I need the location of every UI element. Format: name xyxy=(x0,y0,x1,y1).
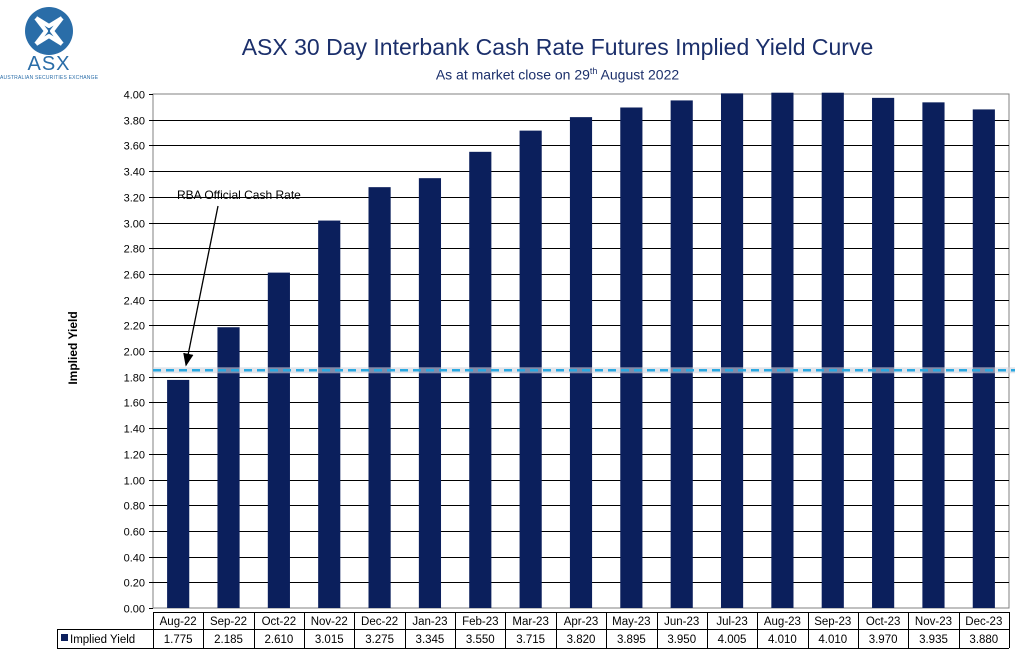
bar xyxy=(922,102,945,608)
bar xyxy=(771,92,794,609)
asx-logo-icon xyxy=(25,7,73,55)
data-label: 4.010 xyxy=(818,634,847,646)
bar xyxy=(620,107,643,609)
x-tick-label: Aug-23 xyxy=(764,616,801,628)
x-tick-label: May-23 xyxy=(612,616,650,628)
subtitle-post: August 2022 xyxy=(597,66,680,83)
data-label: 2.610 xyxy=(264,634,293,646)
bar xyxy=(821,92,844,609)
x-tick-label: Apr-23 xyxy=(564,616,599,628)
x-tick-label: Dec-23 xyxy=(965,616,1002,628)
data-label: 2.185 xyxy=(214,634,243,646)
data-label: 3.895 xyxy=(617,634,646,646)
bar xyxy=(267,272,290,608)
legend-swatch xyxy=(61,634,68,641)
x-tick-label: Dec-22 xyxy=(361,616,398,628)
legend-label: Implied Yield xyxy=(70,634,135,646)
x-tick-label: Jul-23 xyxy=(716,616,747,628)
logo-text: ASX xyxy=(27,53,71,75)
bar xyxy=(569,117,593,608)
bar xyxy=(670,100,693,609)
x-tick-label: Jan-23 xyxy=(412,616,447,628)
y-tick-label: 0.40 xyxy=(124,553,145,565)
y-tick-label: 1.00 xyxy=(124,476,145,488)
x-tick-label: Jun-23 xyxy=(664,616,699,628)
bar xyxy=(872,97,895,608)
data-label: 3.935 xyxy=(919,634,948,646)
annotation-arrow xyxy=(183,205,219,367)
x-tick-label: Nov-23 xyxy=(915,616,952,628)
y-tick-label: 3.00 xyxy=(124,219,145,231)
x-tick-label: Sep-23 xyxy=(814,616,851,628)
x-tick-label: Nov-22 xyxy=(311,616,348,628)
data-label: 4.005 xyxy=(718,634,747,646)
y-tick-label: 3.80 xyxy=(124,116,145,128)
subtitle-pre: As at market close on 29 xyxy=(435,66,590,83)
data-label: 4.010 xyxy=(768,634,797,646)
data-label: 3.015 xyxy=(315,634,344,646)
x-tick-label: Oct-23 xyxy=(866,616,901,628)
x-tick-label: Sep-22 xyxy=(210,616,247,628)
bar xyxy=(720,93,744,609)
x-tick-label: Feb-23 xyxy=(462,616,498,628)
y-tick-label: 0.20 xyxy=(124,578,145,590)
y-tick-label: 2.40 xyxy=(124,296,145,308)
bar xyxy=(469,151,492,608)
y-tick-label: 1.20 xyxy=(124,450,145,462)
bar xyxy=(418,178,442,609)
chart-title: ASX 30 Day Interbank Cash Rate Futures I… xyxy=(241,34,874,60)
y-tick-label: 2.00 xyxy=(124,347,145,359)
asx-logo: ASX AUSTRALIAN SECURITIES EXCHANGE xyxy=(0,6,98,81)
data-label: 3.275 xyxy=(365,634,394,646)
reference-line-annotation: RBA Official Cash Rate xyxy=(177,188,301,202)
bar xyxy=(318,220,341,608)
chart-subtitle: As at market close on 29th August 2022 xyxy=(100,66,1015,83)
logo-subtext: AUSTRALIAN SECURITIES EXCHANGE xyxy=(0,75,99,81)
bar xyxy=(972,109,995,609)
x-tick-label: Aug-22 xyxy=(160,616,197,628)
bar xyxy=(217,327,240,608)
data-label: 3.715 xyxy=(516,634,545,646)
x-tick-label: Mar-23 xyxy=(512,616,548,628)
y-tick-label: 3.20 xyxy=(124,193,145,205)
data-label: 3.880 xyxy=(969,634,998,646)
y-tick-label: 3.60 xyxy=(124,141,145,153)
y-tick-label: 0.00 xyxy=(124,604,145,616)
data-label: 3.345 xyxy=(416,634,445,646)
data-label: 3.950 xyxy=(667,634,696,646)
y-tick-label: 2.60 xyxy=(124,270,145,282)
y-tick-label: 1.60 xyxy=(124,398,145,410)
data-label: 3.550 xyxy=(466,634,495,646)
subtitle-sup: th xyxy=(589,66,598,76)
data-label: 3.970 xyxy=(869,634,898,646)
y-tick-label: 2.20 xyxy=(124,321,145,333)
data-label: 1.775 xyxy=(164,634,193,646)
y-tick-label: 2.80 xyxy=(124,244,145,256)
x-tick-label: Oct-22 xyxy=(262,616,297,628)
bar xyxy=(167,379,190,608)
data-label: 3.820 xyxy=(567,634,596,646)
bar xyxy=(368,187,391,608)
y-tick-label: 4.00 xyxy=(124,90,145,102)
y-tick-label: 0.60 xyxy=(124,527,145,539)
y-tick-label: 3.40 xyxy=(124,167,145,179)
y-tick-label: 0.80 xyxy=(124,501,145,513)
y-tick-label: 1.80 xyxy=(124,373,145,385)
y-tick-label: 1.40 xyxy=(124,424,145,436)
